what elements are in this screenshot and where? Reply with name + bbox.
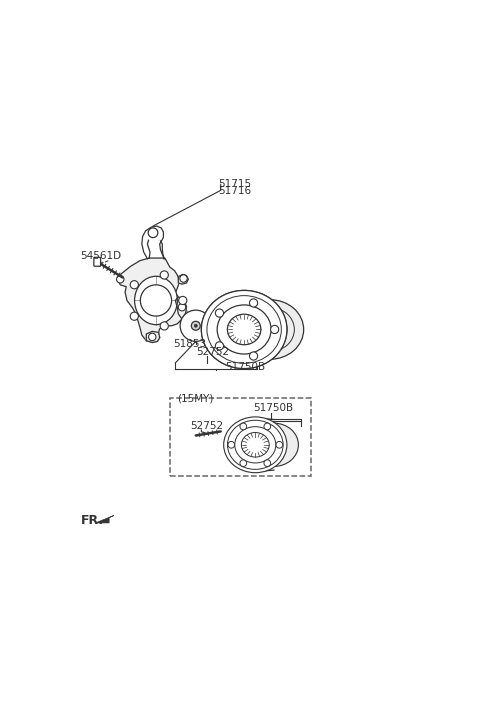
Text: 51853: 51853 xyxy=(173,339,206,348)
Circle shape xyxy=(194,325,197,327)
FancyBboxPatch shape xyxy=(94,258,100,266)
Circle shape xyxy=(180,310,211,341)
Circle shape xyxy=(160,322,168,330)
Text: 51750B: 51750B xyxy=(253,403,294,413)
Circle shape xyxy=(140,285,172,316)
Circle shape xyxy=(240,460,247,467)
Circle shape xyxy=(250,352,258,360)
Text: 52752: 52752 xyxy=(196,347,229,358)
Ellipse shape xyxy=(250,423,299,467)
Circle shape xyxy=(216,309,224,318)
Polygon shape xyxy=(146,332,160,343)
Polygon shape xyxy=(178,275,188,284)
Circle shape xyxy=(148,333,156,341)
Polygon shape xyxy=(175,297,186,319)
Circle shape xyxy=(160,271,168,279)
Circle shape xyxy=(117,275,124,283)
Polygon shape xyxy=(118,258,186,343)
Circle shape xyxy=(271,325,279,334)
Polygon shape xyxy=(96,515,114,523)
Circle shape xyxy=(250,299,258,307)
Circle shape xyxy=(264,423,271,429)
Ellipse shape xyxy=(224,417,287,472)
Ellipse shape xyxy=(134,276,178,325)
Text: (15MY): (15MY) xyxy=(177,394,214,404)
Bar xyxy=(170,398,311,477)
Ellipse shape xyxy=(237,300,304,359)
Circle shape xyxy=(130,312,138,320)
Circle shape xyxy=(192,321,200,330)
Text: 51716: 51716 xyxy=(218,186,251,196)
Circle shape xyxy=(179,296,187,305)
Circle shape xyxy=(178,303,186,311)
Circle shape xyxy=(228,441,235,448)
Text: 54561D: 54561D xyxy=(81,251,121,260)
Ellipse shape xyxy=(228,314,261,345)
Ellipse shape xyxy=(202,291,287,368)
Text: FR.: FR. xyxy=(81,514,104,527)
Circle shape xyxy=(276,441,283,448)
Ellipse shape xyxy=(202,291,287,368)
Ellipse shape xyxy=(217,305,271,354)
Circle shape xyxy=(216,341,224,350)
Circle shape xyxy=(148,228,158,237)
Circle shape xyxy=(240,423,247,429)
Circle shape xyxy=(130,281,138,289)
Text: 51715: 51715 xyxy=(218,179,251,189)
Text: 52752: 52752 xyxy=(190,421,223,431)
Circle shape xyxy=(264,460,271,467)
Text: 51750B: 51750B xyxy=(226,363,265,372)
Circle shape xyxy=(180,275,187,282)
